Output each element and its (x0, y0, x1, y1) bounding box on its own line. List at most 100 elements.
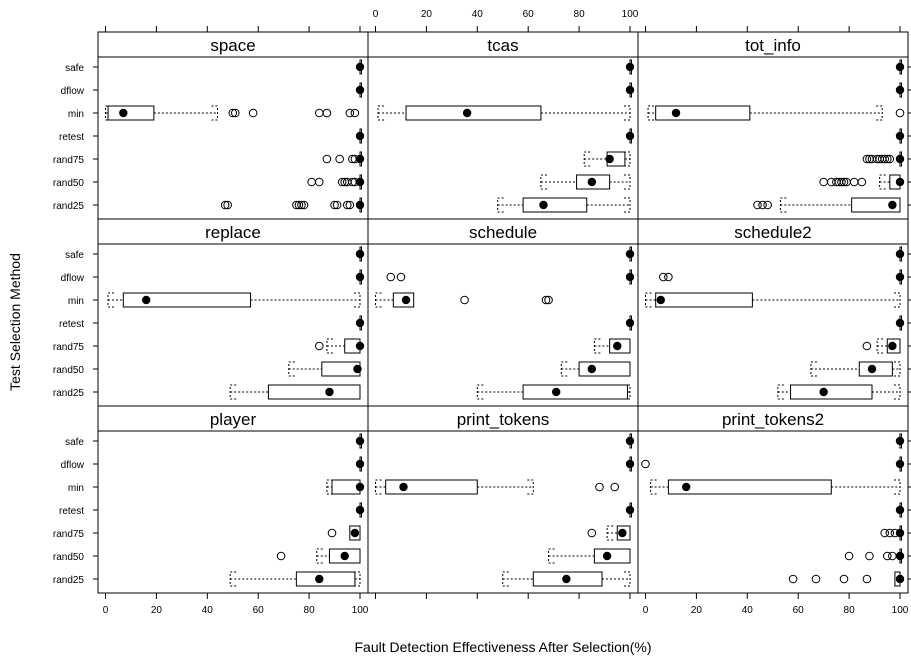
outlier-point (862, 154, 872, 164)
outlier-point (837, 177, 846, 187)
whisker-cap (650, 479, 657, 495)
whisker-cap (326, 338, 333, 354)
whisker-cap (894, 384, 901, 400)
outlier-point (541, 295, 551, 305)
box (267, 384, 361, 400)
x-tick-label: 40 (202, 605, 214, 616)
whisker-cap (540, 174, 547, 190)
y-tick-label: safe (65, 63, 84, 74)
whisker-cap (624, 571, 631, 587)
median-point (562, 574, 571, 584)
median-point (355, 85, 365, 95)
outlier-point (890, 528, 900, 538)
outlier-point (664, 272, 673, 282)
y-tick-label: rand25 (53, 201, 85, 212)
x-tick-label: 60 (523, 9, 535, 20)
panel-title: schedule (469, 223, 537, 242)
box (385, 479, 478, 495)
median-point (895, 505, 905, 515)
panel-title: replace (205, 223, 261, 242)
x-tick-label: 80 (844, 605, 856, 616)
y-tick-label: safe (65, 250, 84, 261)
whisker-cap (502, 571, 509, 587)
whisker-cap (527, 479, 534, 495)
median-point (355, 131, 365, 141)
y-axis-title: Test Selection Method (7, 253, 23, 391)
outlier-point (330, 200, 339, 210)
median-point (895, 249, 905, 259)
median-point (587, 364, 597, 374)
outlier-point (348, 154, 357, 164)
median-point (625, 272, 635, 282)
median-point (895, 154, 905, 164)
x-tick-label: 100 (892, 605, 909, 616)
outlier-point (753, 200, 762, 210)
box (522, 384, 628, 400)
whisker-cap (593, 338, 601, 354)
median-point (682, 482, 691, 492)
outlier-point (880, 528, 890, 538)
panel-strip (97, 31, 369, 58)
outlier-point (386, 272, 396, 282)
median-point (539, 200, 548, 210)
panel-frame (97, 430, 369, 594)
panel-strip (97, 405, 369, 432)
whisker-cap (377, 105, 385, 121)
x-tick-label: 40 (472, 9, 484, 20)
median-point (119, 108, 128, 118)
median-point (895, 459, 905, 469)
median-point (895, 85, 905, 95)
outlier-point (865, 551, 874, 561)
median-point (895, 436, 905, 446)
median-point (895, 272, 905, 282)
y-tick-label: rand50 (53, 178, 85, 189)
whisker-cap (779, 197, 787, 213)
outlier-point (228, 108, 238, 118)
whisker-cap (647, 105, 655, 121)
whisker-cap (876, 105, 883, 121)
outlier-point (895, 108, 905, 118)
outlier-point (322, 154, 332, 164)
panel-frame (637, 56, 909, 220)
x-tick-label: 60 (253, 605, 265, 616)
outlier-point (276, 551, 286, 561)
panel-frame (367, 430, 639, 594)
whisker-cap (288, 361, 295, 377)
whisker-cap (354, 292, 361, 308)
median-point (142, 295, 151, 305)
whisker-cap (375, 479, 382, 495)
box (790, 384, 873, 400)
outlier-point (880, 154, 890, 164)
median-point (355, 505, 365, 515)
whisker-cap (894, 292, 901, 308)
median-point (895, 62, 905, 72)
outlier-point (763, 200, 772, 210)
median-point (350, 528, 360, 538)
outlier-point (345, 200, 355, 210)
outlier-point (587, 528, 597, 538)
median-point (625, 318, 635, 328)
outlier-point (819, 177, 828, 187)
outlier-point (788, 574, 798, 584)
whisker-cap (624, 105, 631, 121)
y-tick-label: rand25 (53, 388, 85, 399)
whisker-cap (876, 338, 884, 354)
panel-title: schedule2 (734, 223, 812, 242)
median-point (625, 131, 635, 141)
panel-title: space (210, 36, 255, 55)
box (522, 197, 588, 213)
outlier-point (396, 272, 406, 282)
median-point (888, 341, 897, 351)
box (122, 292, 252, 308)
outlier-point (849, 177, 859, 187)
x-tick-label: 100 (622, 9, 639, 20)
panel-frame (97, 56, 369, 220)
y-tick-label: dflow (61, 273, 85, 284)
whisker-cap (624, 384, 631, 400)
x-tick-label: 20 (691, 605, 703, 616)
whisker-cap (548, 548, 555, 564)
outlier-point (595, 482, 604, 492)
median-point (399, 482, 408, 492)
x-tick-label: 100 (352, 605, 369, 616)
